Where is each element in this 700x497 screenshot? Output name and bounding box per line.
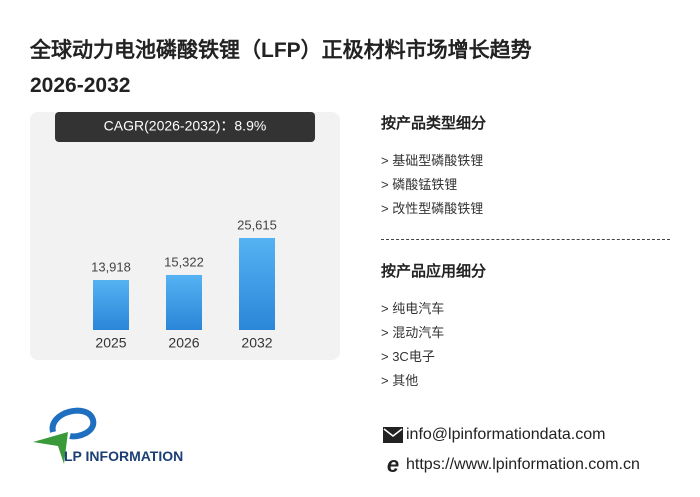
svg-text:e: e: [387, 455, 399, 475]
segment-heading: 按产品应用细分: [381, 263, 487, 280]
segment-item: > 磷酸锰铁锂: [381, 177, 458, 192]
segment-item: > 其他: [381, 373, 419, 388]
web-icon: e: [387, 455, 399, 475]
email: info@lpinformationdata.com: [406, 426, 606, 443]
x-tick-label: 2032: [241, 335, 272, 351]
bar: [166, 274, 202, 330]
segment-item: > 基础型磷酸铁锂: [381, 153, 484, 168]
segment-item: > 3C电子: [381, 349, 435, 364]
value-label: 13,918: [91, 259, 131, 274]
value-label: 15,322: [164, 254, 204, 269]
email-icon: [383, 427, 403, 443]
x-tick-label: 2025: [95, 335, 126, 351]
bar: [239, 238, 275, 330]
bar: [93, 280, 129, 330]
title: 2026-2032: [30, 74, 131, 97]
chart: CAGR(2026-2032)：8.9% 13,918 2025 15,322 202…: [30, 112, 340, 360]
logo-mark: [33, 407, 97, 464]
title: 全球动力电池磷酸铁锂（LFP）正极材料市场增长趋势: [30, 39, 532, 62]
segment-item: > 改性型磷酸铁锂: [381, 201, 484, 216]
value-label: 25,615: [237, 217, 277, 232]
segment-item: > 混动汽车: [381, 325, 445, 340]
logo-text: LP INFORMATION: [64, 448, 184, 464]
x-tick-label: 2026: [168, 335, 199, 351]
annotation: CAGR(2026-2032)：8.9%: [104, 118, 267, 134]
website: https://www.lpinformation.com.cn: [406, 456, 640, 473]
segment-item: > 纯电汽车: [381, 301, 445, 316]
divider: [381, 239, 670, 240]
segment-heading: 按产品类型细分: [381, 115, 487, 132]
annotation-box: [55, 112, 315, 142]
